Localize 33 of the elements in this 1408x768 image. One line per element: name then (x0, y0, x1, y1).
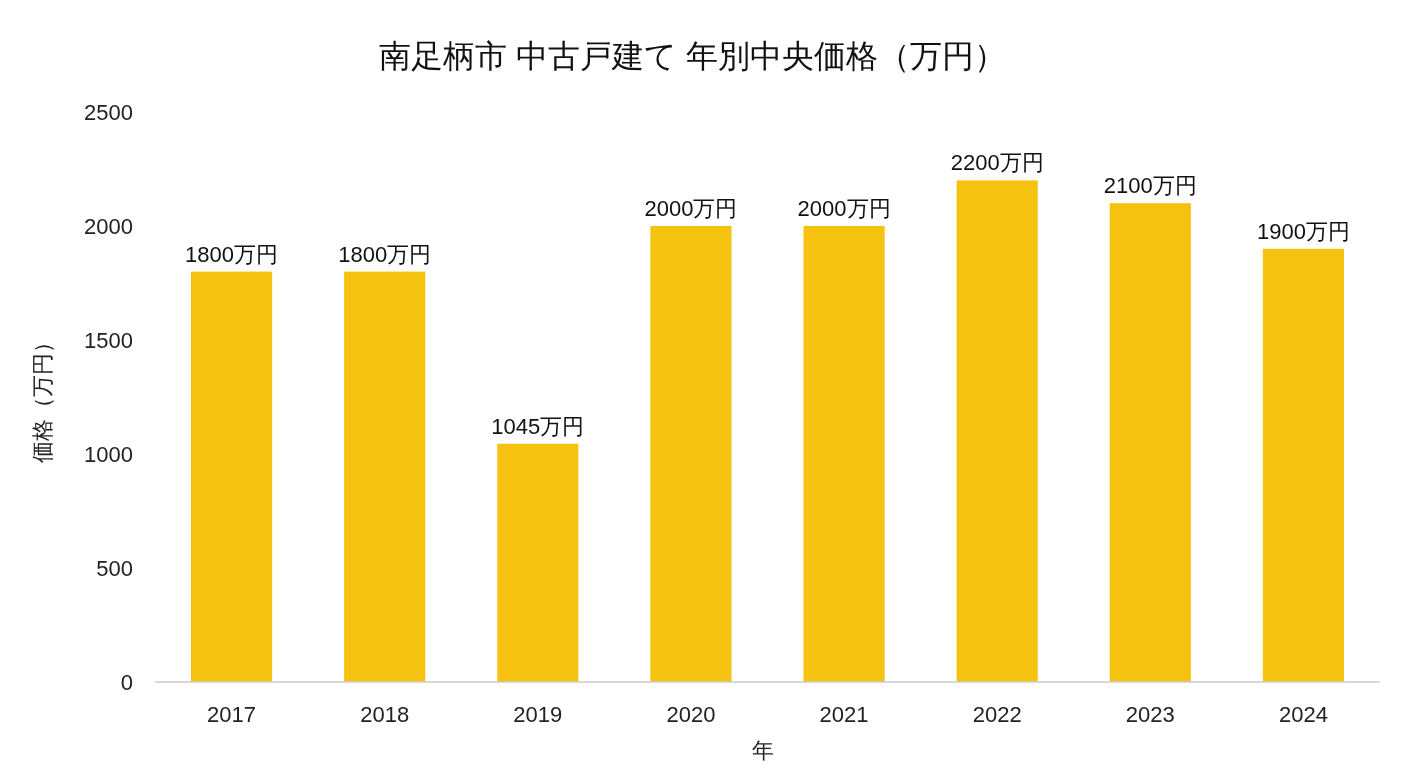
data-label: 1800万円 (185, 241, 279, 267)
y-tick-label: 1500 (84, 327, 133, 353)
bar (190, 271, 273, 682)
x-tick-label: 2023 (1125, 702, 1175, 727)
bar (1109, 203, 1191, 682)
bar (803, 226, 885, 682)
data-label: 1045万円 (491, 413, 585, 439)
x-tick-label: 2019 (513, 702, 563, 727)
y-tick-label: 2000 (84, 213, 133, 239)
x-tick-label: 2021 (819, 702, 869, 727)
x-tick-label: 2024 (1278, 702, 1328, 727)
data-label: 2100万円 (1103, 173, 1197, 199)
data-label: 2000万円 (644, 196, 738, 221)
data-label: 1800万円 (338, 241, 432, 267)
x-tick-label: 2017 (207, 702, 257, 727)
x-axis-title: 年 (751, 738, 774, 763)
data-label: 2000万円 (797, 196, 891, 221)
data-label: 1900万円 (1256, 218, 1350, 244)
chart-title: 南足柄市 中古戸建て 年別中央価格（万円） (379, 38, 1006, 74)
y-tick-label: 2500 (84, 99, 133, 125)
y-tick-label: 500 (96, 555, 133, 581)
bar (1262, 248, 1345, 682)
bar (344, 271, 426, 682)
bar (650, 226, 732, 682)
bar (497, 443, 579, 682)
bar (956, 180, 1038, 682)
x-tick-label: 2020 (666, 702, 716, 727)
data-label: 2200万円 (950, 150, 1044, 176)
x-tick-label: 2018 (360, 702, 410, 727)
y-tick-label: 1000 (84, 441, 133, 467)
x-tick-label: 2022 (972, 702, 1022, 727)
y-axis-title: 価格（万円） (30, 331, 55, 463)
y-tick-label: 0 (120, 669, 133, 695)
